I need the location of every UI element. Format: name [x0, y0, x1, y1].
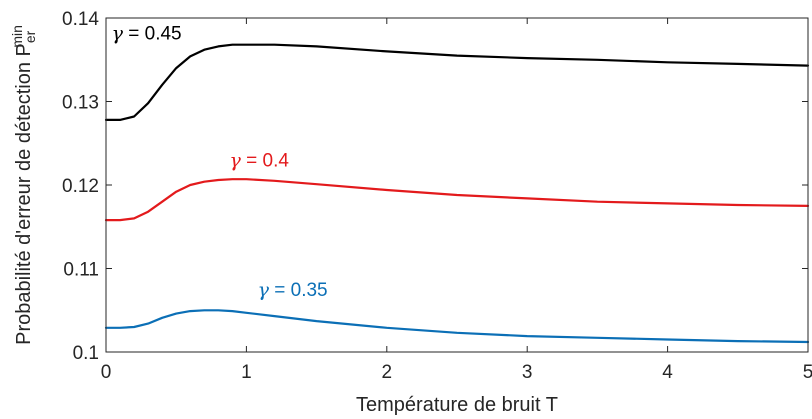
x-axis-label: Température de bruit T: [356, 394, 558, 416]
x-tick-label: 4: [662, 362, 673, 383]
gamma-symbol: γ: [112, 23, 124, 45]
series-line-2: [104, 178, 810, 222]
series-annotation-2: γ = 0.4: [230, 150, 290, 172]
series-line-1: [104, 43, 810, 121]
series-layer: [104, 43, 810, 344]
x-tick-label: 1: [241, 362, 252, 383]
x-axis: 0 1 2 3 4 5: [101, 18, 812, 383]
series-annotation-3: γ = 0.35: [258, 279, 328, 301]
y-tick-label: 0.11: [63, 260, 99, 281]
gamma-symbol: γ: [230, 150, 242, 172]
y-tick-label: 0.12: [62, 176, 99, 197]
series-line-3: [104, 309, 810, 344]
annotation-value: = 0.35: [269, 280, 328, 301]
y-axis: 0.1 0.11 0.12 0.13 0.14: [62, 9, 808, 364]
annotation-value: = 0.4: [241, 151, 289, 172]
annotation-value: = 0.45: [123, 24, 182, 45]
y-axis-label-main: Probabilité d'erreur de détection P: [13, 43, 35, 345]
series-annotations: γ = 0.45γ = 0.4γ = 0.35: [112, 23, 328, 301]
series-annotation-1: γ = 0.45: [112, 23, 182, 45]
gamma-symbol: γ: [258, 279, 270, 301]
y-axis-label-sub: er: [22, 30, 38, 43]
x-tick-label: 2: [382, 362, 393, 383]
y-tick-label: 0.1: [73, 343, 99, 364]
plot-frame: [105, 17, 809, 353]
x-tick-label: 0: [101, 362, 112, 383]
y-tick-label: 0.13: [62, 93, 99, 114]
x-tick-label: 5: [803, 362, 812, 383]
y-tick-label: 0.14: [62, 9, 99, 30]
y-axis-label: Probabilité d'erreur de détection Permin: [9, 25, 38, 345]
x-tick-label: 3: [522, 362, 533, 383]
y-axis-label-sup: min: [9, 25, 25, 48]
